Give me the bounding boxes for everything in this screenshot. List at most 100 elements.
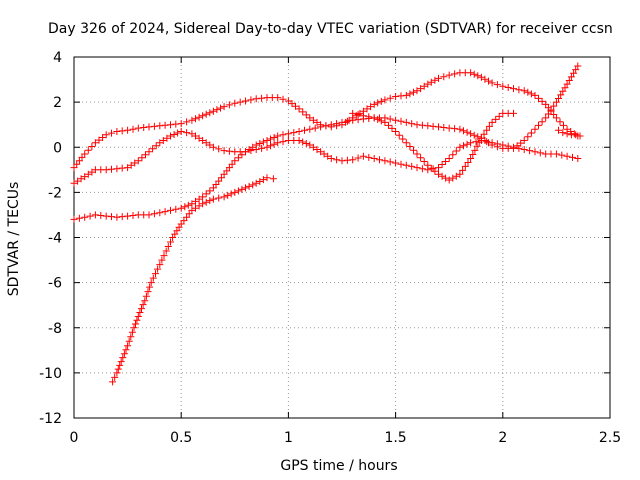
data-point-marker: [456, 143, 464, 151]
series-layer: [70, 62, 584, 386]
data-point-marker: [504, 84, 512, 91]
data-point-marker: [474, 72, 482, 80]
data-point-marker: [124, 212, 132, 220]
data-point-marker: [451, 125, 459, 133]
data-point-marker: [199, 112, 207, 120]
data-point-marker: [91, 139, 99, 147]
data-point-marker: [572, 131, 580, 139]
data-point-marker: [536, 149, 544, 157]
data-point-marker: [247, 147, 255, 155]
data-point-marker: [435, 123, 442, 131]
data-point-marker: [445, 71, 453, 79]
data-point-marker: [410, 146, 417, 154]
satellite-trace-2: [70, 62, 582, 223]
data-point-marker: [206, 109, 214, 117]
data-point-marker: [252, 179, 260, 187]
data-point-marker: [124, 126, 132, 134]
x-axis-label: GPS time / hours: [280, 458, 397, 474]
data-point-marker: [552, 150, 560, 158]
data-point-marker: [413, 150, 421, 158]
x-tick-label: 2: [498, 430, 507, 446]
data-point-marker: [309, 143, 317, 151]
data-point-marker: [463, 128, 471, 136]
data-point-marker: [392, 159, 400, 167]
data-point-marker: [313, 118, 321, 126]
data-point-marker: [431, 167, 439, 175]
data-point-marker: [445, 155, 453, 162]
data-point-marker: [236, 98, 244, 106]
data-point-marker: [274, 132, 282, 140]
data-point-marker: [117, 358, 125, 366]
data-point-marker: [488, 79, 496, 87]
data-point-marker: [370, 100, 378, 108]
data-point-marker: [481, 75, 489, 83]
data-point-marker: [164, 243, 172, 250]
data-point-marker: [386, 115, 394, 123]
data-point-marker: [263, 137, 271, 144]
data-point-marker: [442, 174, 450, 182]
data-point-marker: [167, 132, 174, 140]
data-point-marker: [559, 87, 567, 95]
data-point-marker: [367, 103, 375, 111]
data-point-marker: [349, 156, 357, 164]
data-point-marker: [263, 143, 271, 151]
data-point-marker: [290, 129, 298, 137]
data-point-marker: [295, 105, 303, 113]
data-point-marker: [274, 94, 282, 102]
data-point-marker: [199, 193, 207, 201]
data-point-marker: [147, 279, 155, 287]
data-point-marker: [552, 98, 560, 106]
data-point-marker: [220, 147, 228, 155]
data-point-marker: [410, 88, 417, 96]
data-point-marker: [475, 138, 483, 146]
data-point-marker: [234, 154, 242, 162]
x-tick-label: 2.5: [599, 430, 621, 446]
data-point-marker: [460, 142, 467, 150]
data-point-marker: [267, 142, 274, 150]
data-point-marker: [206, 187, 214, 195]
data-point-marker: [365, 153, 373, 161]
data-point-marker: [406, 143, 414, 150]
data-point-marker: [215, 194, 223, 202]
x-tick-labels: 0 0.5 1 1.5 2 2.5: [70, 430, 622, 446]
data-point-marker: [402, 91, 410, 99]
data-point-marker: [424, 161, 432, 169]
data-point-marker: [70, 215, 78, 223]
data-point-marker: [464, 159, 472, 166]
data-point-marker: [192, 204, 199, 212]
y-tick-label: -4: [48, 231, 62, 247]
y-tick-label: -6: [48, 276, 62, 292]
data-point-marker: [295, 137, 303, 144]
data-point-marker: [209, 143, 217, 151]
data-point-marker: [206, 197, 214, 205]
data-point-marker: [145, 211, 153, 219]
data-point-marker: [129, 125, 137, 133]
data-point-marker: [495, 112, 503, 120]
data-point-marker: [459, 166, 467, 174]
data-point-marker: [159, 137, 167, 144]
data-point-marker: [327, 155, 335, 162]
data-point-marker: [452, 147, 460, 155]
data-point-marker: [327, 123, 335, 131]
data-point-marker: [134, 313, 142, 320]
data-point-marker: [567, 73, 575, 81]
data-point-marker: [231, 99, 239, 107]
data-point-marker: [381, 96, 389, 104]
data-point-marker: [154, 265, 162, 273]
data-point-marker: [510, 144, 517, 152]
data-point-marker: [563, 152, 571, 160]
data-point-marker: [134, 124, 142, 132]
data-point-marker: [408, 162, 416, 170]
data-point-marker: [510, 85, 517, 93]
data-point-marker: [270, 140, 278, 148]
data-point-marker: [527, 129, 535, 137]
data-point-marker: [420, 82, 428, 90]
data-point-marker: [162, 247, 170, 255]
data-point-marker: [538, 118, 546, 126]
data-point-marker: [138, 305, 145, 313]
data-point-marker: [418, 165, 426, 173]
data-point-marker: [473, 142, 481, 150]
data-point-marker: [242, 97, 249, 105]
data-point-marker: [114, 365, 122, 373]
data-point-marker: [302, 140, 310, 147]
